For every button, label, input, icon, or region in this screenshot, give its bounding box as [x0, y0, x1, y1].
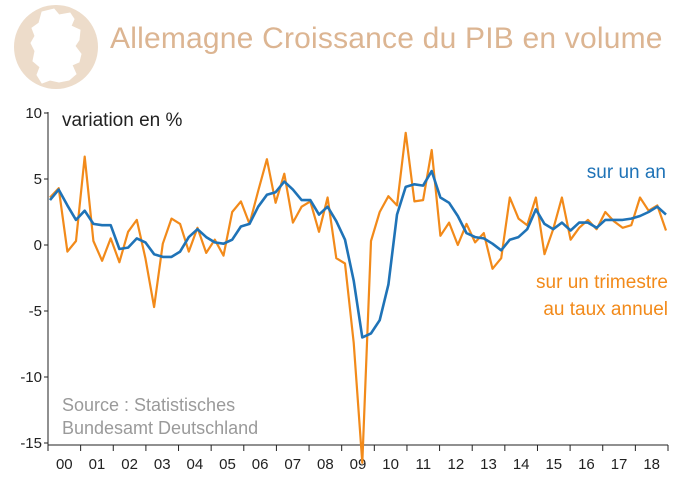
x-tick-label: 13	[480, 456, 497, 473]
germany-map-icon	[14, 5, 98, 89]
x-tick-label: 12	[448, 456, 465, 473]
y-tick-label: 0	[34, 237, 42, 254]
y-tick-label: -10	[20, 369, 42, 386]
x-tick-label: 07	[284, 456, 301, 473]
chart-title: Allemagne Croissance du PIB en volume	[110, 22, 663, 55]
x-tick-label: 14	[513, 456, 530, 473]
series-label-annual: sur un an	[587, 162, 666, 183]
x-tick-label: 10	[382, 456, 399, 473]
line-chart: 10 5 0 -5 -10 -15 00 01 02 03 04 05 06 07 08 09 10 11 12 13…	[20, 105, 669, 473]
series-line-quarterly	[49, 131, 668, 464]
x-tick-label: 04	[186, 456, 203, 473]
x-tick-label: 01	[89, 456, 106, 473]
x-tick-label: 18	[643, 456, 660, 473]
x-tick-label: 09	[350, 456, 367, 473]
x-tick-label: 15	[545, 456, 562, 473]
y-tick-label: -15	[20, 435, 42, 452]
header: Allemagne Croissance du PIB en volume	[0, 0, 695, 92]
x-tick-label: 06	[252, 456, 269, 473]
series-line-annual	[48, 169, 667, 339]
series-label-quarterly-line2: au taux annuel	[543, 299, 668, 320]
y-axis-label: variation en %	[62, 110, 183, 131]
series-label-quarterly-line1: sur un trimestre	[536, 272, 668, 293]
x-tick-label: 16	[578, 456, 595, 473]
source-note-line2: Bundesamt Deutschland	[62, 418, 258, 438]
x-tick-label: 11	[415, 456, 431, 473]
y-tick-label: 10	[25, 105, 42, 122]
x-tick-label: 03	[154, 456, 171, 473]
x-tick-label: 02	[121, 456, 138, 473]
x-tick-label: 00	[56, 456, 73, 473]
y-tick-label: 5	[34, 171, 42, 188]
x-tick-label: 17	[611, 456, 628, 473]
x-tick-label: 05	[219, 456, 236, 473]
y-tick-label: -5	[29, 303, 42, 320]
x-tick-label: 08	[317, 456, 334, 473]
source-note-line1: Source : Statistisches	[62, 395, 235, 415]
